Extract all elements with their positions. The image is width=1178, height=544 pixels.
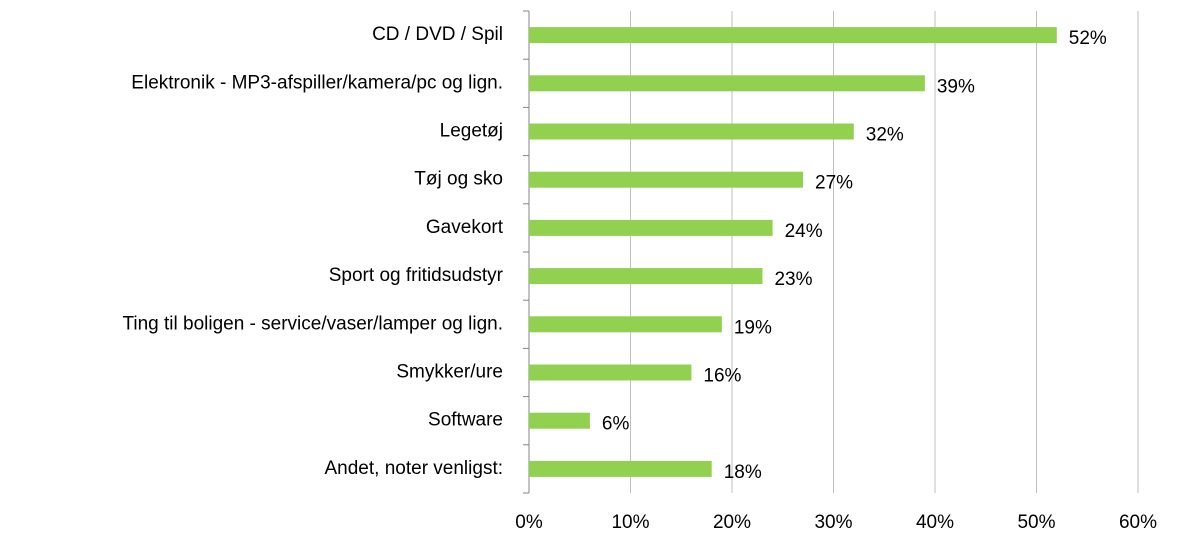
y-tick-label: Legetøj [440,121,503,142]
data-label: 52% [1069,28,1107,49]
y-tick-label: Sport og fritidsudstyr [329,265,504,286]
x-tick-label: 30% [814,512,852,533]
data-label: 16% [703,366,741,387]
data-label: 18% [724,462,762,483]
data-label: 32% [866,125,904,146]
y-tick-label: CD / DVD / Spil [372,24,503,45]
x-tick-label: 50% [1017,512,1055,533]
bar [529,123,854,140]
bar [529,412,590,429]
data-label: 27% [815,173,853,194]
bar [529,460,712,477]
data-label: 19% [734,317,772,338]
x-tick-label: 60% [1119,512,1157,533]
bar [529,75,925,92]
y-tick-label: Software [428,410,503,431]
bar [529,171,804,188]
bar [529,27,1057,44]
bar [529,316,722,333]
data-label: 6% [602,414,630,435]
y-tick-label: Smykker/ure [396,362,503,383]
y-tick-label: Gavekort [426,217,504,238]
bar [529,268,763,285]
x-tick-label: 10% [611,512,649,533]
y-tick-label: Elektronik - MP3-afspiller/kamera/pc og … [131,72,503,93]
x-tick-label: 20% [713,512,751,533]
bar [529,219,773,236]
data-label: 39% [937,76,975,97]
y-tick-label: Tøj og sko [414,169,503,190]
y-tick-label: Andet, noter venligst: [325,458,504,479]
x-tick-label: 40% [916,512,954,533]
bar [529,364,692,381]
data-label: 24% [785,221,823,242]
data-label: 23% [774,269,812,290]
x-tick-label: 0% [515,512,543,533]
y-tick-label: Ting til boligen - service/vaser/lamper … [122,313,503,334]
